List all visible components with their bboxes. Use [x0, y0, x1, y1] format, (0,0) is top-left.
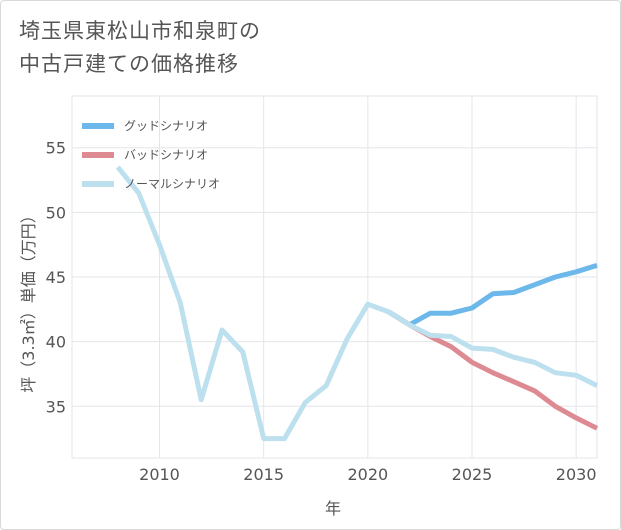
chart-title: 埼玉県東松山市和泉町の 中古戸建ての価格推移 — [19, 15, 519, 81]
title-line-1: 埼玉県東松山市和泉町の — [19, 19, 261, 43]
x-tick-label: 2015 — [243, 465, 284, 484]
y-tick-labels: 35 40 45 50 55 — [46, 139, 66, 417]
y-tick-label: 40 — [46, 333, 66, 352]
grid-lines — [71, 95, 598, 459]
x-tick-labels: 2010 2015 2020 2025 2030 — [139, 465, 596, 484]
legend-label-3: ノーマルシナリオ — [124, 177, 220, 191]
series-line-3 — [115, 165, 599, 442]
legend-label-1: グッドシナリオ — [124, 119, 208, 133]
x-tick-label: 2025 — [452, 465, 493, 484]
y-axis-label: 坪（3.3㎡）単価（万円） — [19, 207, 38, 392]
x-axis-label: 年 — [325, 499, 341, 518]
y-tick-label: 45 — [46, 268, 66, 287]
x-tick-label: 2010 — [139, 465, 180, 484]
x-tick-label: 2020 — [347, 465, 388, 484]
x-tick-label: 2030 — [556, 465, 597, 484]
y-tick-label: 50 — [46, 203, 66, 222]
y-tick-label: 55 — [46, 139, 66, 158]
y-tick-label: 35 — [46, 397, 66, 416]
series-lines — [115, 165, 599, 442]
title-line-2: 中古戸建ての価格推移 — [19, 52, 239, 76]
legend-label-2: バッドシナリオ — [124, 148, 208, 162]
series-line-1 — [387, 263, 598, 328]
